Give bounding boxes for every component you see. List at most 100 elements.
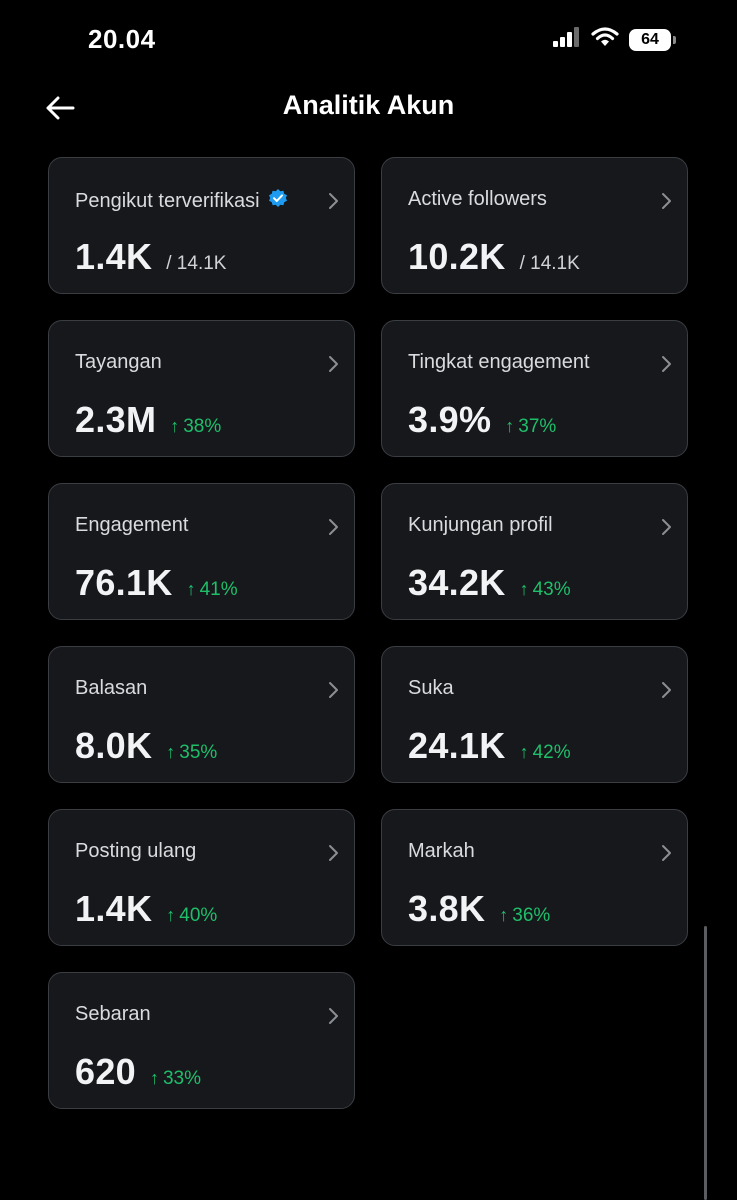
card-label-row: Markah: [408, 840, 475, 863]
card-label: Engagement: [75, 514, 189, 536]
card-label-row: Balasan: [75, 677, 147, 700]
card-label: Balasan: [75, 677, 148, 699]
card-change: ↑ 37%: [505, 416, 556, 438]
card-shares[interactable]: Sebaran 620 ↑ 33%: [48, 972, 355, 1109]
value-row: 24.1K ↑ 42%: [408, 725, 571, 767]
card-label: Active followers: [408, 188, 547, 210]
card-change: ↑ 35%: [166, 742, 217, 764]
card-value: 8.0K: [75, 725, 153, 766]
arrow-up-icon: ↑: [186, 579, 196, 599]
chevron-right-icon: [326, 1007, 340, 1025]
status-time: 20.04: [88, 24, 156, 54]
page-title: Analitik Akun: [282, 90, 455, 120]
value-row: 8.0K ↑ 35%: [75, 725, 217, 767]
card-label-row: Tayangan: [75, 351, 162, 374]
card-change-value: 41%: [199, 578, 238, 600]
card-change-value: 37%: [518, 415, 557, 437]
card-value: 3.9%: [408, 399, 492, 440]
card-label: Markah: [408, 840, 475, 862]
arrow-up-icon: ↑: [166, 742, 176, 762]
card-engagement[interactable]: Engagement 76.1K ↑ 41%: [48, 483, 355, 620]
card-label: Kunjungan profil: [408, 514, 553, 536]
card-engagement-rate[interactable]: Tingkat engagement 3.9% ↑ 37%: [381, 320, 688, 457]
arrow-up-icon: ↑: [499, 905, 509, 925]
card-change-value: 42%: [532, 741, 571, 763]
value-row: 10.2K / 14.1K: [408, 236, 580, 278]
value-row: 1.4K ↑ 40%: [75, 888, 217, 930]
card-change: ↑ 40%: [166, 905, 217, 927]
battery-indicator: 64: [629, 28, 676, 51]
card-value: 34.2K: [408, 562, 506, 603]
chevron-right-icon: [326, 518, 340, 536]
card-label-row: Engagement: [75, 514, 188, 537]
card-active-followers[interactable]: Active followers 10.2K / 14.1K: [381, 157, 688, 294]
chevron-right-icon: [326, 192, 340, 210]
card-label: Posting ulang: [75, 840, 197, 862]
card-total: / 14.1K: [519, 253, 580, 274]
card-value: 2.3M: [75, 399, 157, 440]
value-row: 34.2K ↑ 43%: [408, 562, 571, 604]
card-label-row: Active followers: [408, 188, 547, 211]
signal-icon: [553, 27, 581, 52]
card-label: Suka: [408, 677, 454, 699]
card-value: 76.1K: [75, 562, 173, 603]
card-label: Tingkat engagement: [408, 351, 590, 373]
card-label: Tayangan: [75, 351, 162, 373]
card-label-row: Suka: [408, 677, 454, 700]
card-change: ↑ 41%: [187, 579, 238, 601]
arrow-up-icon: ↑: [170, 416, 180, 436]
card-value: 24.1K: [408, 725, 506, 766]
card-reposts[interactable]: Posting ulang 1.4K ↑ 40%: [48, 809, 355, 946]
chevron-right-icon: [659, 844, 673, 862]
chevron-right-icon: [659, 355, 673, 373]
card-change-value: 35%: [179, 741, 218, 763]
card-value: 10.2K: [408, 236, 506, 277]
back-button[interactable]: [40, 90, 80, 130]
status-bar: 20.04 64: [0, 0, 737, 78]
chevron-right-icon: [326, 355, 340, 373]
card-label-row: Pengikut terverifikasi: [75, 188, 288, 214]
card-profile-visits[interactable]: Kunjungan profil 34.2K ↑ 43%: [381, 483, 688, 620]
arrow-up-icon: ↑: [505, 416, 515, 436]
card-label-row: Kunjungan profil: [408, 514, 553, 537]
card-change: ↑ 33%: [150, 1068, 201, 1090]
card-total: / 14.1K: [166, 253, 227, 274]
value-row: 2.3M ↑ 38%: [75, 399, 221, 441]
value-row: 1.4K / 14.1K: [75, 236, 226, 278]
chevron-right-icon: [659, 681, 673, 699]
verified-badge-icon: [268, 188, 288, 214]
card-change: ↑ 36%: [499, 905, 550, 927]
chevron-right-icon: [659, 192, 673, 210]
card-value: 620: [75, 1051, 136, 1092]
arrow-up-icon: ↑: [519, 742, 529, 762]
card-change-value: 36%: [512, 904, 551, 926]
wifi-icon: [591, 26, 619, 53]
value-row: 620 ↑ 33%: [75, 1051, 201, 1093]
card-bookmarks[interactable]: Markah 3.8K ↑ 36%: [381, 809, 688, 946]
card-label: Pengikut terverifikasi: [75, 189, 260, 212]
card-change-value: 43%: [532, 578, 571, 600]
card-verified-followers[interactable]: Pengikut terverifikasi 1.4K / 14.1K: [48, 157, 355, 294]
card-change: ↑ 43%: [520, 579, 571, 601]
header: Analitik Akun: [0, 78, 737, 138]
chevron-right-icon: [326, 681, 340, 699]
chevron-right-icon: [659, 518, 673, 536]
card-change: ↑ 38%: [170, 416, 221, 438]
card-value: 3.8K: [408, 888, 486, 929]
card-label: Sebaran: [75, 1003, 151, 1025]
card-value: 1.4K: [75, 236, 153, 277]
card-change-value: 40%: [179, 904, 218, 926]
card-label-row: Tingkat engagement: [408, 351, 590, 374]
value-row: 3.9% ↑ 37%: [408, 399, 556, 441]
scrollbar[interactable]: [704, 926, 707, 1200]
chevron-right-icon: [326, 844, 340, 862]
card-replies[interactable]: Balasan 8.0K ↑ 35%: [48, 646, 355, 783]
card-change: ↑ 42%: [520, 742, 571, 764]
value-row: 3.8K ↑ 36%: [408, 888, 550, 930]
card-change-value: 38%: [183, 415, 222, 437]
card-likes[interactable]: Suka 24.1K ↑ 42%: [381, 646, 688, 783]
card-impressions[interactable]: Tayangan 2.3M ↑ 38%: [48, 320, 355, 457]
card-change-value: 33%: [162, 1067, 201, 1089]
arrow-up-icon: ↑: [166, 905, 176, 925]
value-row: 76.1K ↑ 41%: [75, 562, 238, 604]
